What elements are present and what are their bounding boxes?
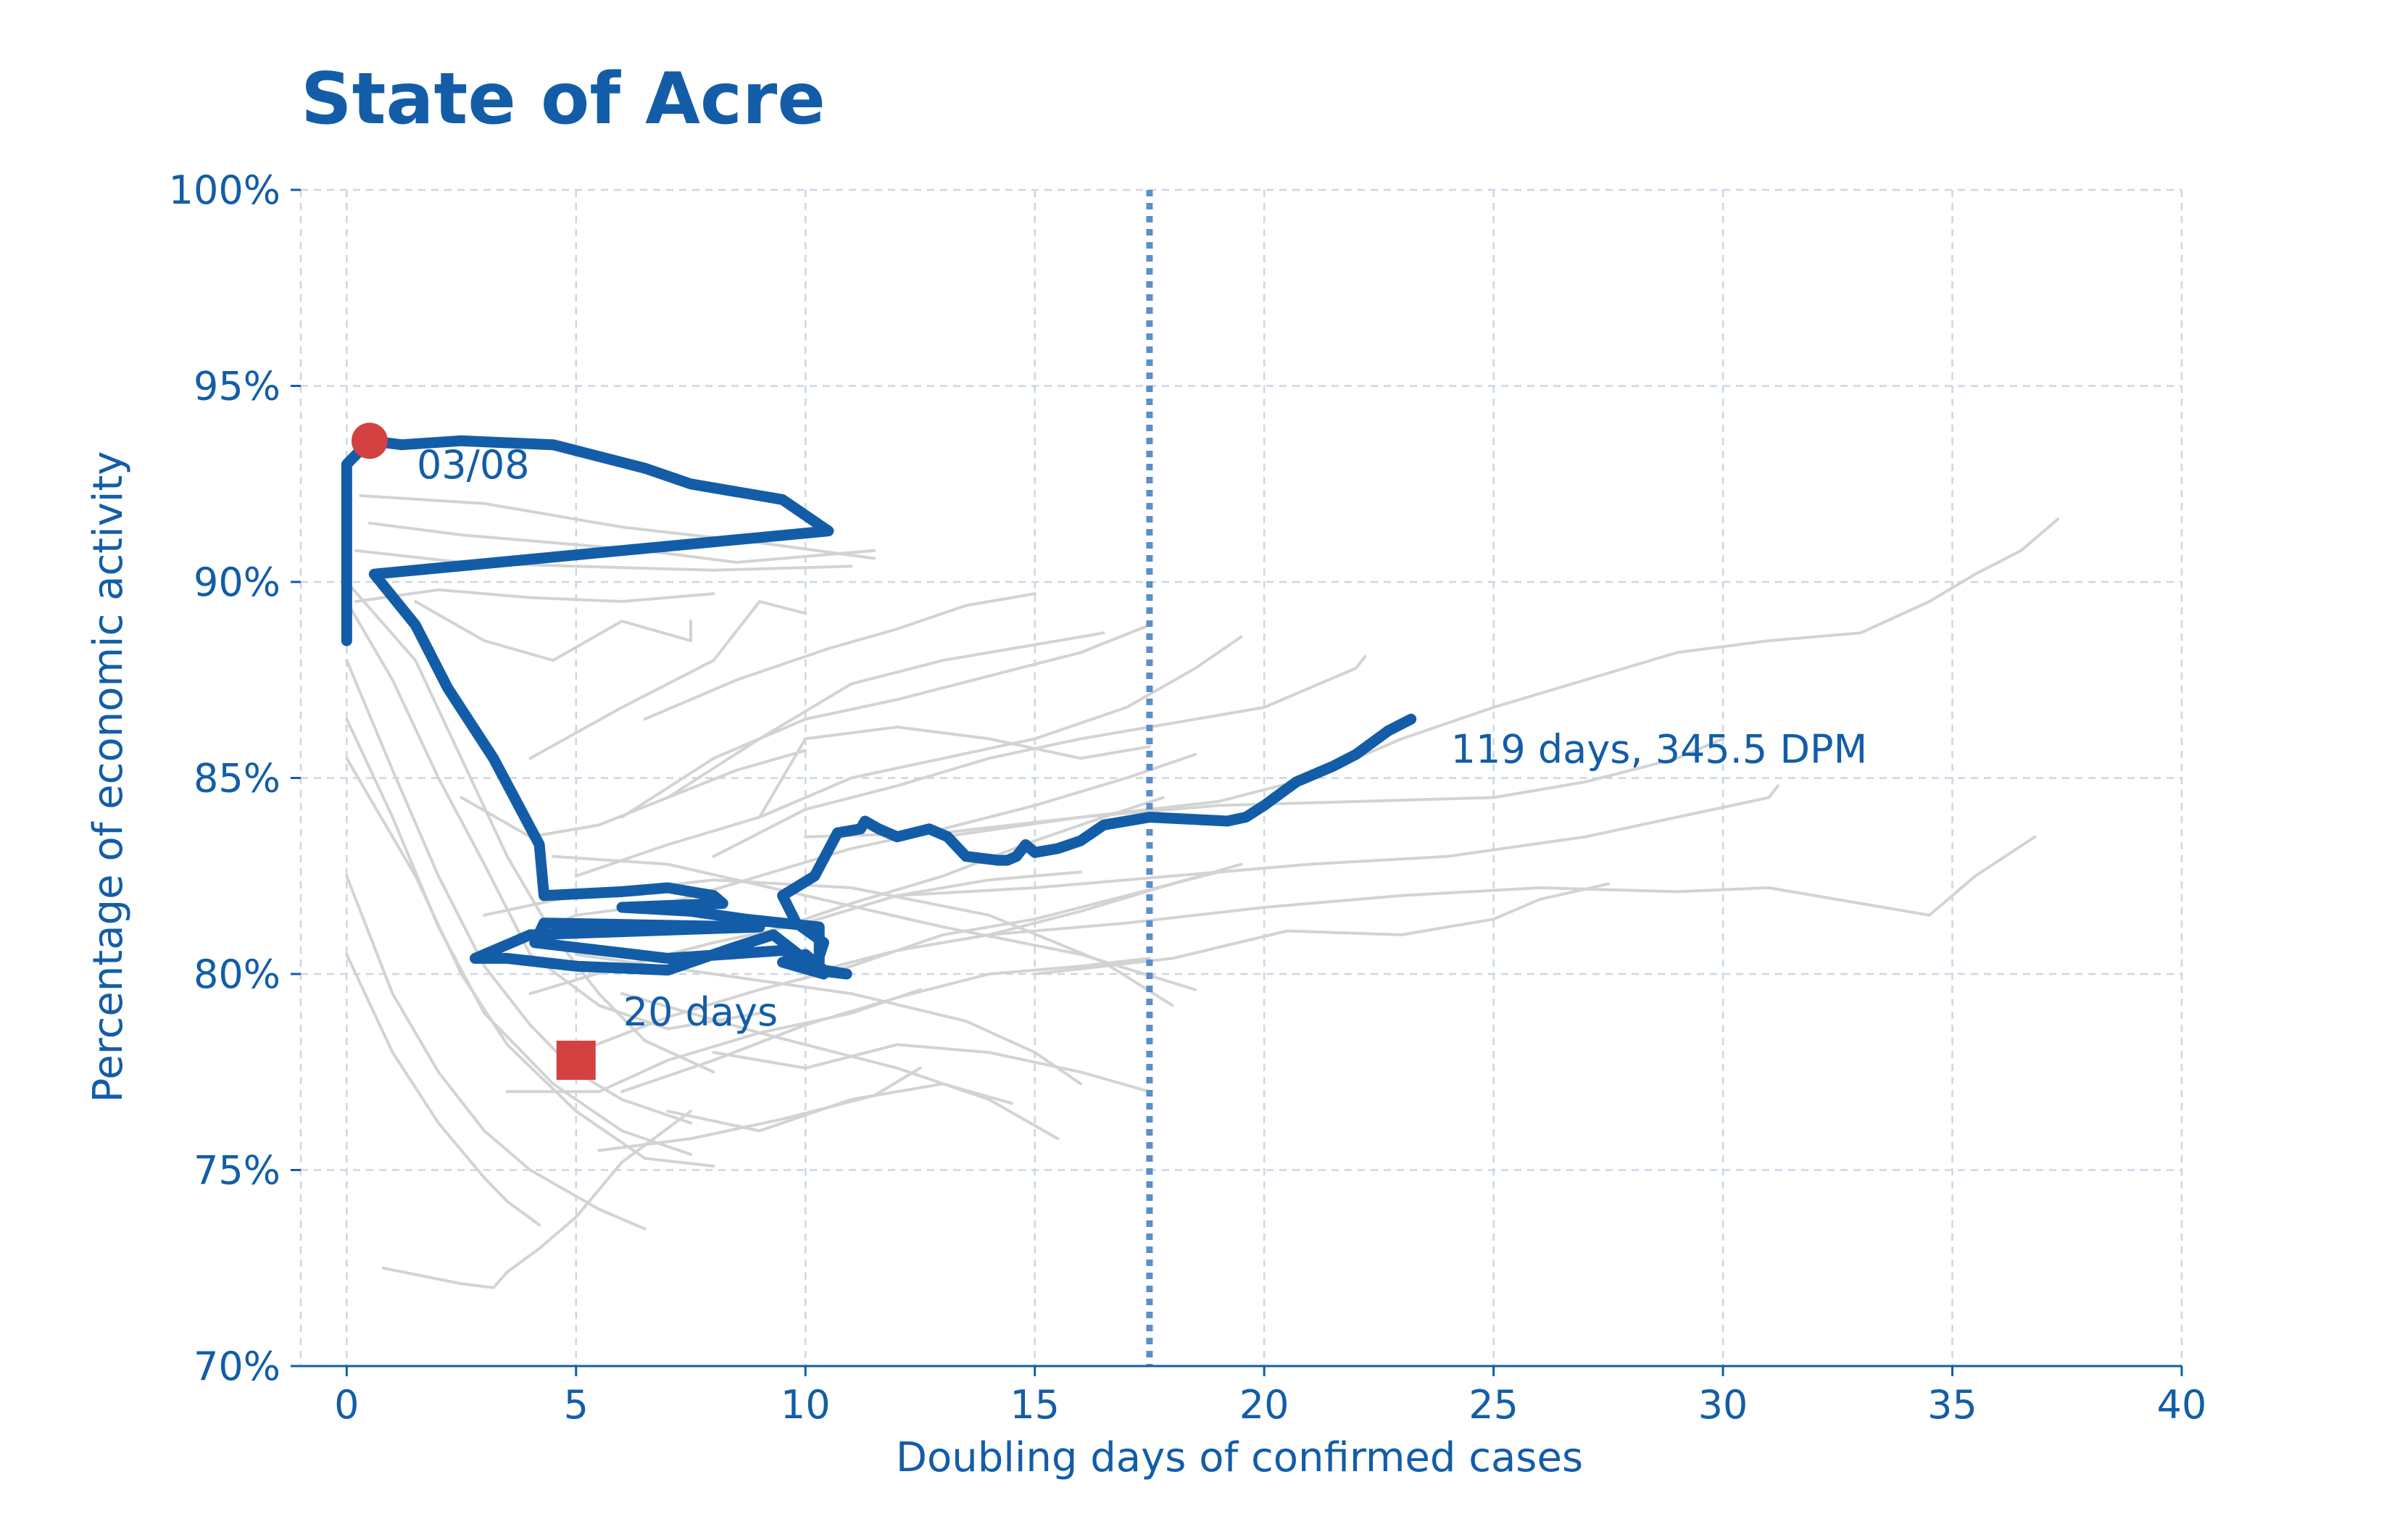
y-tick-label-0: 70% [194,1344,281,1389]
background-series-28 [987,835,2037,936]
background-series-4 [345,580,715,1074]
background-series-39 [757,725,1151,819]
background-series-35 [354,588,715,603]
background-series-31 [666,1082,1013,1133]
x-tick-label-3: 15 [1010,1382,1060,1428]
x-tick-label-0: 0 [334,1382,359,1428]
y-tick-label-6: 100% [169,167,281,213]
annotation-layer: 03/08 20 days 119 days, 345.5 DPM [417,442,1867,1035]
grid-layer [299,188,2183,1368]
axis-layer: 0 5 10 15 20 25 30 35 40 70% 75% 80% 85% 90% 95% 100% [169,167,2207,1428]
y-tick-label-2: 80% [194,952,281,997]
background-series-9 [345,953,541,1227]
x-tick-label-6: 30 [1698,1382,1748,1428]
background-series-19 [643,592,1037,721]
min-point-marker [556,1041,596,1081]
background-series-26 [895,784,1779,897]
x-tick-label-1: 5 [564,1382,589,1428]
background-series-22 [574,953,1082,1086]
background-series-29 [1033,882,1610,975]
background-series-layer [345,494,2060,1289]
y-axis-label: Percentage of economic activity [85,451,132,1103]
background-series-25 [804,517,2060,838]
background-series-16 [620,623,1151,819]
x-axis-label: Doubling days of confirmed cases [896,1434,1583,1481]
background-series-7 [345,757,715,1168]
background-series-33 [505,988,922,1094]
background-series-36 [460,749,807,838]
x-tick-label-8: 40 [2157,1382,2207,1428]
highlight-series-line [341,435,1417,980]
background-series-30 [712,1043,1151,1094]
background-series-5 [345,659,692,1125]
y-tick-label-3: 85% [194,756,281,802]
x-tick-label-5: 25 [1468,1382,1519,1428]
background-series-10 [381,1110,692,1289]
background-series-18 [712,654,1367,858]
background-series-32 [597,1066,922,1152]
start-point-label: 03/08 [417,442,530,488]
background-series-17 [666,631,1105,799]
start-point-marker [351,423,388,459]
background-series-38 [804,862,1243,975]
background-series-15 [574,635,1243,878]
background-series-1 [359,494,876,560]
x-tick-label-4: 20 [1239,1382,1289,1428]
highlight-series-layer [341,423,1417,1081]
x-tick-label-7: 35 [1927,1382,1977,1428]
end-label: 119 days, 345.5 DPM [1451,726,1868,772]
x-tick-label-2: 10 [781,1382,831,1428]
background-series-27 [942,737,1725,838]
y-tick-label-4: 90% [194,559,281,605]
background-series-6 [345,717,692,1156]
background-series-11 [483,753,1197,956]
background-series-23 [620,992,1060,1141]
min-point-label: 20 days [623,989,778,1035]
chart-title: State of Acre [301,58,826,141]
y-tick-label-1: 75% [194,1148,281,1194]
y-tick-label-5: 95% [194,364,281,409]
background-series-34 [414,600,692,662]
background-series-20 [528,600,807,760]
background-series-8 [345,874,647,1231]
background-series-2 [354,549,853,572]
background-series-24 [552,854,1197,991]
